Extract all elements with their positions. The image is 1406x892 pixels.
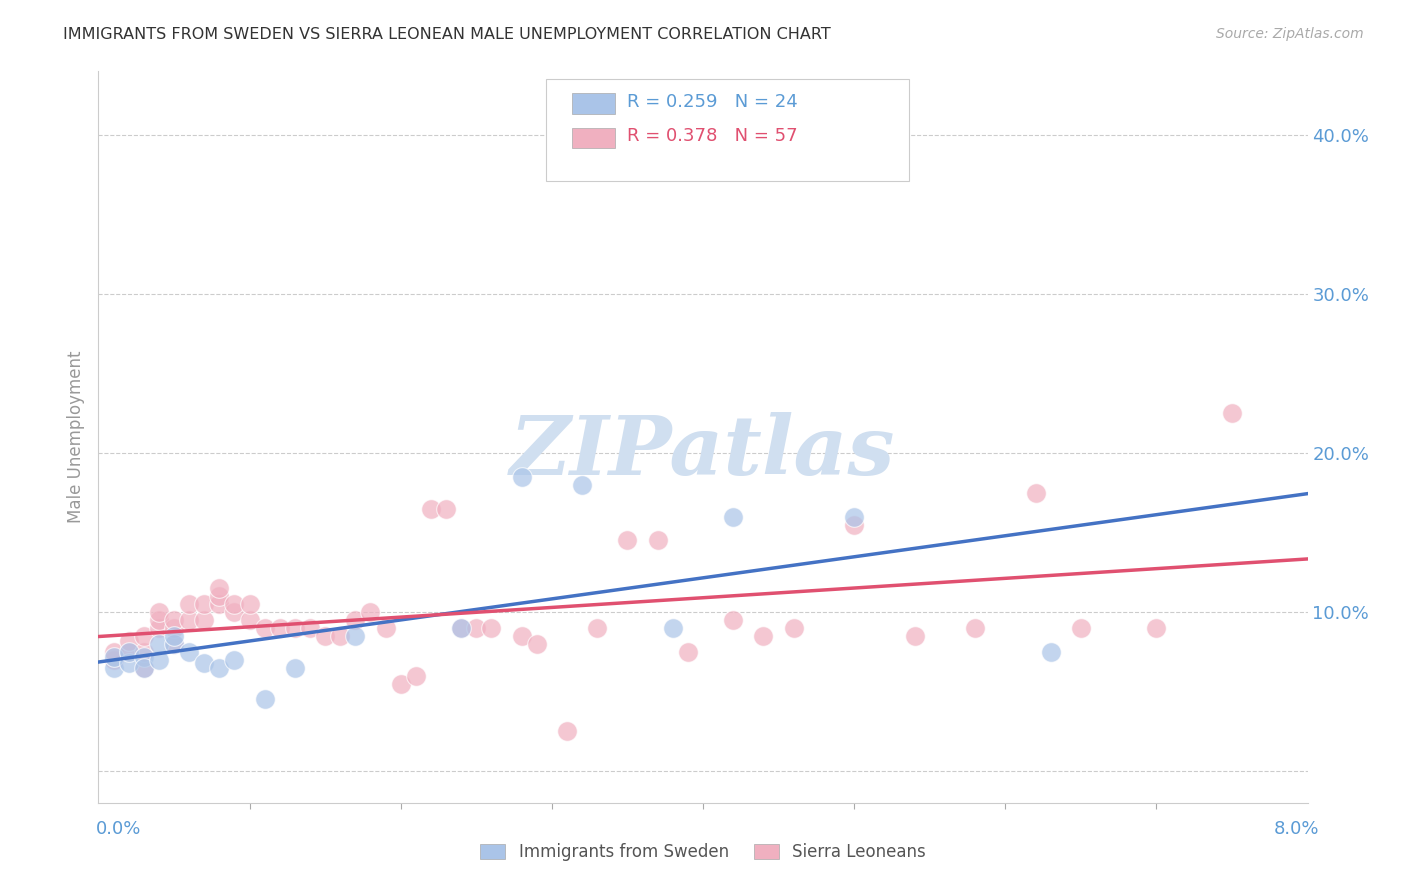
Point — [647, 533, 669, 548]
Point — [616, 533, 638, 548]
Point — [510, 629, 533, 643]
Legend: Immigrants from Sweden, Sierra Leoneans: Immigrants from Sweden, Sierra Leoneans — [474, 837, 932, 868]
Point — [676, 645, 699, 659]
Point — [224, 653, 246, 667]
Point — [783, 621, 806, 635]
Point — [752, 629, 775, 643]
Point — [163, 621, 186, 635]
Point — [434, 501, 457, 516]
Point — [163, 637, 186, 651]
Point — [103, 653, 125, 667]
Point — [844, 517, 866, 532]
Point — [179, 645, 201, 659]
Bar — [572, 94, 614, 114]
Point — [118, 645, 141, 659]
Point — [965, 621, 987, 635]
Point — [723, 509, 745, 524]
Point — [208, 660, 231, 674]
Text: IMMIGRANTS FROM SWEDEN VS SIERRA LEONEAN MALE UNEMPLOYMENT CORRELATION CHART: IMMIGRANTS FROM SWEDEN VS SIERRA LEONEAN… — [63, 27, 831, 42]
Point — [208, 589, 231, 603]
Point — [224, 597, 246, 611]
Point — [118, 656, 141, 670]
Point — [405, 668, 427, 682]
Point — [179, 597, 201, 611]
Point — [904, 629, 927, 643]
Point — [299, 621, 322, 635]
Point — [208, 581, 231, 595]
Point — [344, 613, 367, 627]
Point — [450, 621, 472, 635]
Point — [132, 645, 155, 659]
Y-axis label: Male Unemployment: Male Unemployment — [66, 351, 84, 524]
Point — [526, 637, 548, 651]
Point — [132, 629, 155, 643]
Point — [510, 470, 533, 484]
Point — [344, 629, 367, 643]
Text: R = 0.378   N = 57: R = 0.378 N = 57 — [627, 127, 797, 145]
Point — [389, 676, 412, 690]
Point — [844, 509, 866, 524]
Point — [661, 621, 683, 635]
FancyBboxPatch shape — [546, 78, 908, 181]
Point — [1070, 621, 1092, 635]
Point — [481, 621, 503, 635]
Point — [586, 621, 609, 635]
Point — [374, 621, 396, 635]
Point — [253, 621, 276, 635]
Point — [179, 613, 201, 627]
Point — [314, 629, 336, 643]
Text: ZIPatlas: ZIPatlas — [510, 412, 896, 491]
Point — [269, 621, 291, 635]
Point — [571, 477, 593, 491]
Point — [148, 613, 170, 627]
Point — [329, 629, 352, 643]
Point — [450, 621, 472, 635]
Point — [103, 660, 125, 674]
Point — [193, 613, 215, 627]
Point — [163, 629, 186, 643]
Point — [239, 597, 262, 611]
Point — [148, 621, 170, 635]
Point — [723, 613, 745, 627]
Point — [284, 621, 307, 635]
Point — [224, 605, 246, 619]
Point — [118, 645, 141, 659]
Text: 8.0%: 8.0% — [1274, 820, 1319, 838]
Point — [360, 605, 382, 619]
Point — [193, 656, 215, 670]
Point — [1039, 645, 1062, 659]
Point — [193, 597, 215, 611]
Point — [1220, 406, 1243, 420]
Point — [163, 637, 186, 651]
Point — [239, 613, 262, 627]
Point — [103, 649, 125, 664]
Point — [420, 501, 443, 516]
Point — [1146, 621, 1168, 635]
Text: R = 0.259   N = 24: R = 0.259 N = 24 — [627, 93, 797, 112]
Point — [1025, 485, 1047, 500]
Text: Source: ZipAtlas.com: Source: ZipAtlas.com — [1216, 27, 1364, 41]
Point — [163, 613, 186, 627]
Point — [148, 653, 170, 667]
Point — [103, 645, 125, 659]
Bar — [572, 128, 614, 148]
Point — [148, 637, 170, 651]
Point — [465, 621, 488, 635]
Text: 0.0%: 0.0% — [96, 820, 141, 838]
Point — [284, 660, 307, 674]
Point — [208, 597, 231, 611]
Point — [132, 649, 155, 664]
Point — [555, 724, 578, 739]
Point — [132, 660, 155, 674]
Point — [118, 633, 141, 648]
Point — [132, 660, 155, 674]
Point — [148, 605, 170, 619]
Point — [253, 692, 276, 706]
